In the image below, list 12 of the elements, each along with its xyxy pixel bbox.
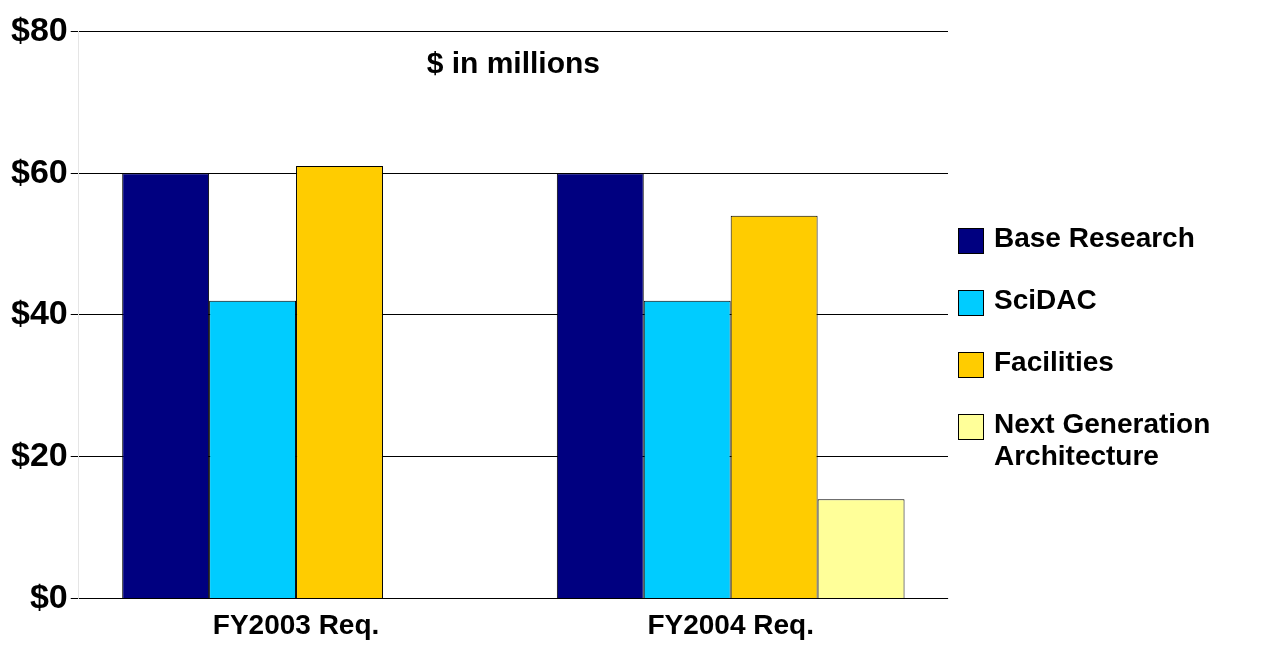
y-tick-label: $60 <box>10 151 68 190</box>
y-tick-label: $20 <box>10 435 68 474</box>
annotation: $ in millions <box>426 45 601 79</box>
x-tick-label: FY2003 Req. <box>212 608 380 640</box>
legend-label: Base Research <box>994 222 1195 254</box>
legend-label: Next Generation Architecture <box>994 408 1212 472</box>
x-tick-label: FY2004 Req. <box>647 608 814 640</box>
y-tick-label: $0 <box>29 576 68 615</box>
legend-label: Facilities <box>994 346 1114 378</box>
y-tick-label: $80 <box>10 9 68 48</box>
legend-label: SciDAC <box>994 284 1097 316</box>
y-tick-label: $40 <box>10 293 68 332</box>
